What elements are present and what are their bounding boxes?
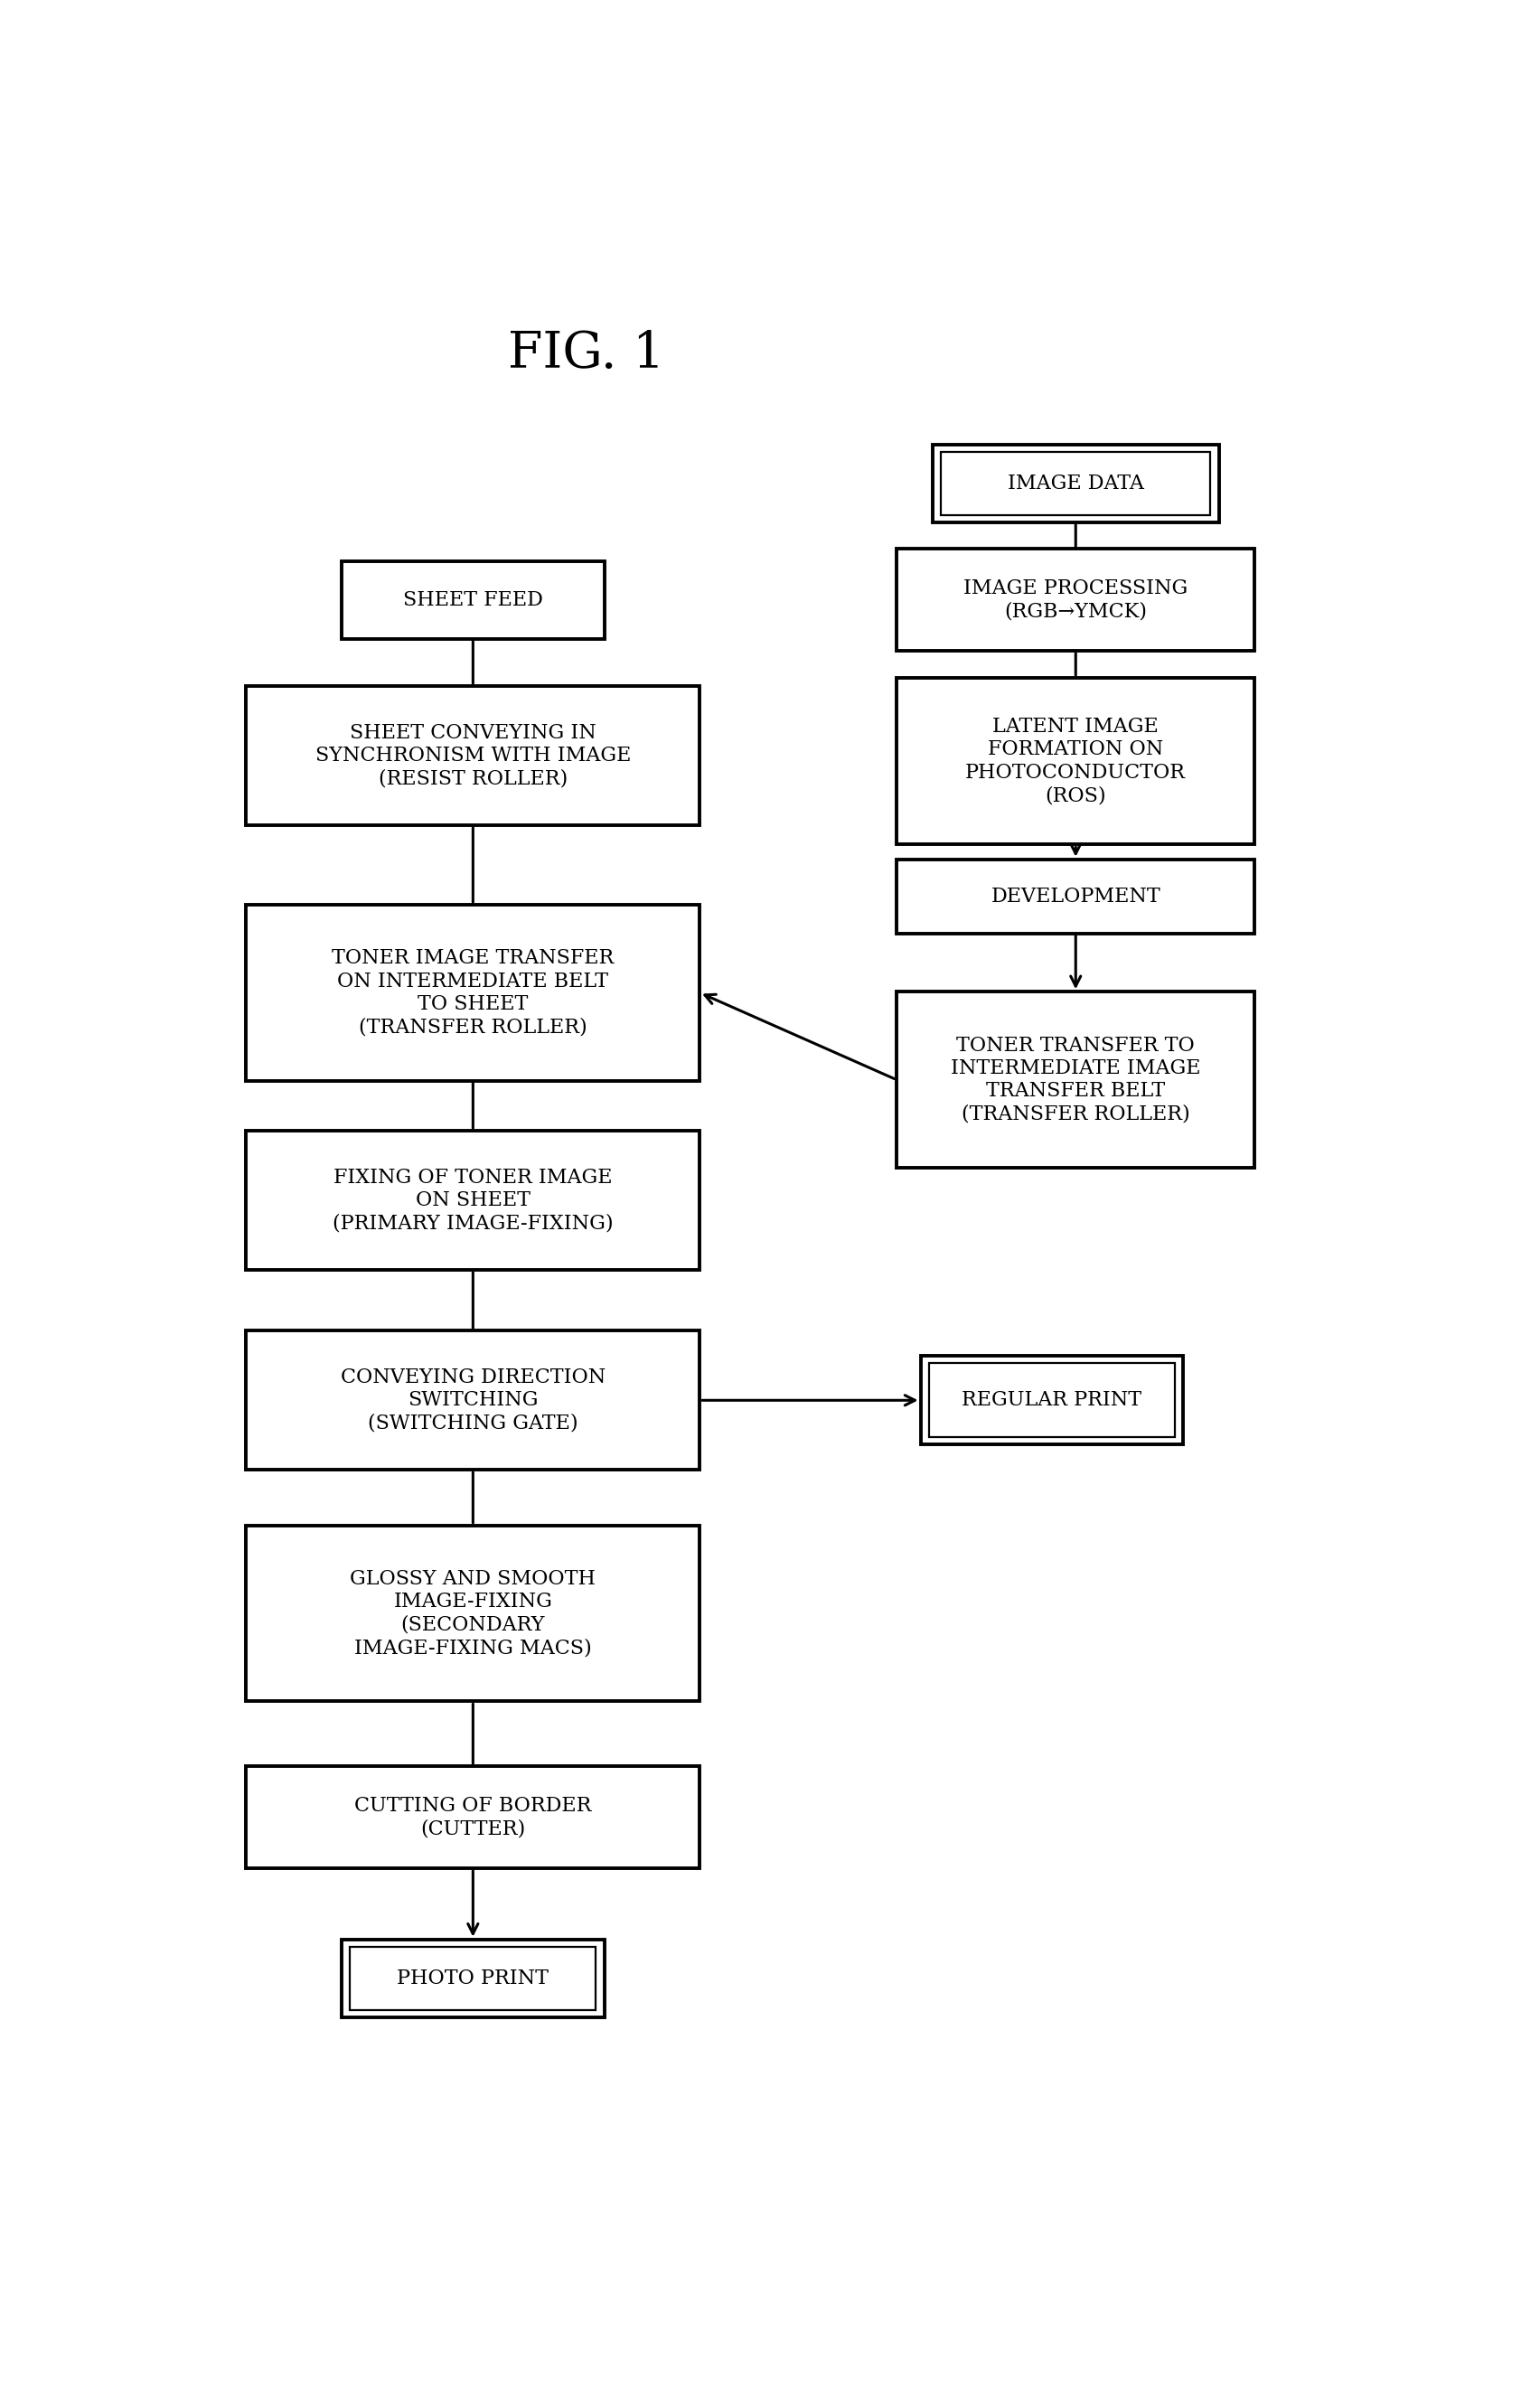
Bar: [921, 1357, 1183, 1444]
Text: TONER TRANSFER TO
INTERMEDIATE IMAGE
TRANSFER BELT
(TRANSFER ROLLER): TONER TRANSFER TO INTERMEDIATE IMAGE TRA…: [950, 1035, 1201, 1124]
Bar: [350, 1946, 596, 2009]
Bar: [246, 1766, 699, 1867]
Bar: [929, 1364, 1175, 1436]
Text: SHEET CONVEYING IN
SYNCHRONISM WITH IMAGE
(RESIST ROLLER): SHEET CONVEYING IN SYNCHRONISM WITH IMAG…: [316, 722, 631, 789]
Bar: [342, 561, 604, 640]
Bar: [896, 678, 1255, 845]
Bar: [246, 905, 699, 1080]
Text: CUTTING OF BORDER
(CUTTER): CUTTING OF BORDER (CUTTER): [354, 1795, 591, 1838]
Text: REGULAR PRINT: REGULAR PRINT: [963, 1391, 1141, 1410]
Text: CONVEYING DIRECTION
SWITCHING
(SWITCHING GATE): CONVEYING DIRECTION SWITCHING (SWITCHING…: [340, 1367, 605, 1434]
Bar: [896, 859, 1255, 934]
Text: PHOTO PRINT: PHOTO PRINT: [397, 1968, 548, 1987]
Bar: [342, 1939, 604, 2016]
Text: SHEET FEED: SHEET FEED: [403, 589, 544, 609]
Text: LATENT IMAGE
FORMATION ON
PHOTOCONDUCTOR
(ROS): LATENT IMAGE FORMATION ON PHOTOCONDUCTOR…: [966, 717, 1186, 806]
Text: FIXING OF TONER IMAGE
ON SHEET
(PRIMARY IMAGE-FIXING): FIXING OF TONER IMAGE ON SHEET (PRIMARY …: [333, 1167, 613, 1234]
Bar: [941, 452, 1210, 515]
Text: FIG. 1: FIG. 1: [508, 330, 665, 378]
Text: IMAGE DATA: IMAGE DATA: [1007, 474, 1144, 493]
Text: TONER IMAGE TRANSFER
ON INTERMEDIATE BELT
TO SHEET
(TRANSFER ROLLER): TONER IMAGE TRANSFER ON INTERMEDIATE BEL…: [333, 948, 614, 1037]
Text: GLOSSY AND SMOOTH
IMAGE-FIXING
(SECONDARY
IMAGE-FIXING MACS): GLOSSY AND SMOOTH IMAGE-FIXING (SECONDAR…: [350, 1569, 596, 1658]
Text: DEVELOPMENT: DEVELOPMENT: [990, 885, 1161, 907]
Bar: [896, 549, 1255, 652]
Bar: [246, 686, 699, 825]
Bar: [932, 445, 1220, 522]
Text: IMAGE PROCESSING
(RGB→YMCK): IMAGE PROCESSING (RGB→YMCK): [964, 577, 1187, 621]
Bar: [246, 1331, 699, 1470]
Bar: [246, 1525, 699, 1701]
Bar: [896, 991, 1255, 1167]
Bar: [246, 1131, 699, 1270]
